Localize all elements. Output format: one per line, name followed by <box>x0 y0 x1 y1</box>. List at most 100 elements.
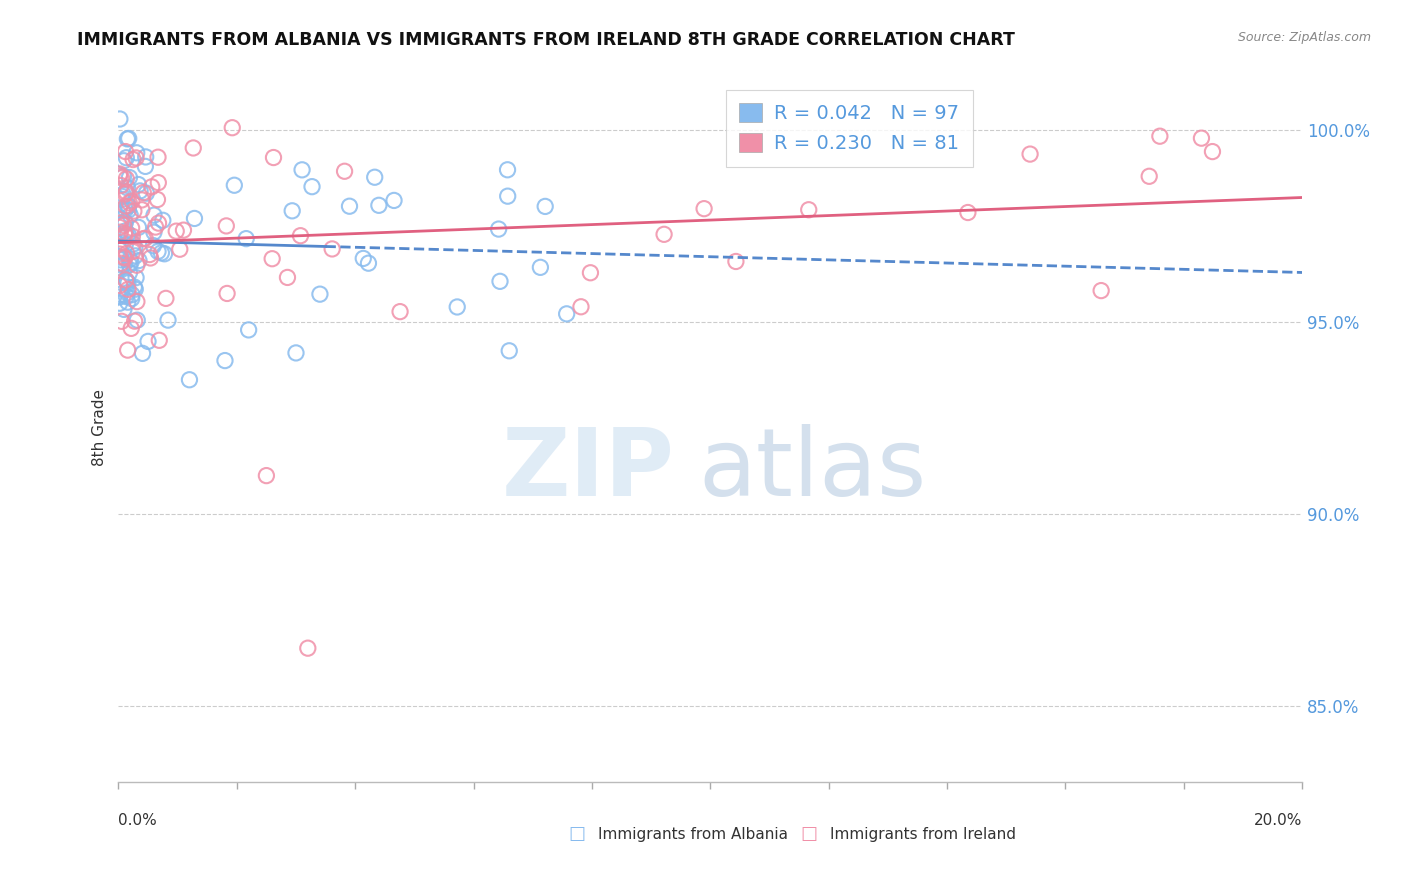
Point <box>214 353 236 368</box>
Point <box>124 282 146 296</box>
Point <box>357 256 380 270</box>
Point <box>135 186 157 201</box>
Point <box>118 266 141 280</box>
Point <box>172 223 194 237</box>
Text: □: □ <box>800 825 817 843</box>
Point <box>150 245 173 260</box>
Point <box>122 244 145 259</box>
Point <box>122 153 145 167</box>
Point <box>152 213 174 227</box>
Point <box>125 145 148 160</box>
Text: 20.0%: 20.0% <box>1254 813 1302 828</box>
Point <box>117 282 139 296</box>
Point <box>297 641 319 656</box>
Point <box>114 202 136 217</box>
Point <box>124 314 146 328</box>
Point <box>114 186 136 201</box>
Point <box>125 270 148 285</box>
Point <box>169 242 191 256</box>
Point <box>117 181 139 195</box>
Point <box>114 145 136 159</box>
Point <box>121 194 143 208</box>
Point <box>367 198 389 212</box>
Point <box>120 208 142 222</box>
Point <box>122 204 145 219</box>
Point <box>262 252 284 266</box>
Point <box>127 220 149 235</box>
Point <box>110 170 132 185</box>
Point <box>118 131 141 145</box>
Point <box>110 225 132 239</box>
Point <box>1191 131 1213 145</box>
Point <box>112 153 135 168</box>
Point <box>183 211 205 226</box>
Point <box>1201 145 1223 159</box>
Point <box>114 237 136 252</box>
Point <box>125 294 148 309</box>
Point <box>108 220 131 235</box>
Point <box>1019 147 1042 161</box>
Point <box>108 296 131 310</box>
Point <box>129 184 152 198</box>
Point <box>142 238 165 252</box>
Point <box>263 151 285 165</box>
Point <box>1149 129 1171 144</box>
Point <box>111 259 134 273</box>
Point <box>117 285 139 300</box>
Point <box>111 202 134 217</box>
Point <box>115 274 138 288</box>
Point <box>724 254 747 268</box>
Point <box>339 199 361 213</box>
Point <box>534 199 557 213</box>
Point <box>139 251 162 265</box>
Point <box>235 232 257 246</box>
Point <box>224 178 246 193</box>
Point <box>108 169 131 183</box>
Point <box>114 216 136 230</box>
Point <box>121 287 143 301</box>
Point <box>114 273 136 287</box>
Point <box>115 275 138 289</box>
Point <box>569 300 592 314</box>
Point <box>111 192 134 206</box>
Point <box>179 373 201 387</box>
Point <box>114 228 136 243</box>
Point <box>122 236 145 251</box>
Point <box>117 343 139 358</box>
Point <box>112 302 135 317</box>
Point <box>108 243 131 257</box>
Point <box>108 250 131 264</box>
Point <box>114 199 136 213</box>
Point <box>117 199 139 213</box>
Point <box>382 194 405 208</box>
Point <box>693 202 716 216</box>
Point <box>112 187 135 202</box>
Point <box>115 171 138 186</box>
Point <box>110 212 132 227</box>
Point <box>118 252 141 267</box>
Point <box>181 141 204 155</box>
Point <box>254 468 277 483</box>
Point <box>110 178 132 193</box>
Point <box>131 193 153 207</box>
Point <box>157 313 180 327</box>
Point <box>496 189 519 203</box>
Point <box>115 185 138 199</box>
Point <box>579 266 602 280</box>
Point <box>145 220 167 235</box>
Point <box>446 300 468 314</box>
Point <box>389 304 412 318</box>
Point <box>108 278 131 293</box>
Point <box>120 321 142 335</box>
Point <box>301 179 323 194</box>
Point <box>125 151 148 165</box>
Point <box>111 314 134 328</box>
Text: Immigrants from Ireland: Immigrants from Ireland <box>830 827 1015 841</box>
Text: Immigrants from Albania: Immigrants from Albania <box>598 827 787 841</box>
Legend: R = 0.042   N = 97, R = 0.230   N = 81: R = 0.042 N = 97, R = 0.230 N = 81 <box>725 90 973 167</box>
Point <box>117 227 139 241</box>
Text: 0.0%: 0.0% <box>118 813 157 828</box>
Y-axis label: 8th Grade: 8th Grade <box>93 389 107 467</box>
Point <box>117 132 139 146</box>
Point <box>333 164 356 178</box>
